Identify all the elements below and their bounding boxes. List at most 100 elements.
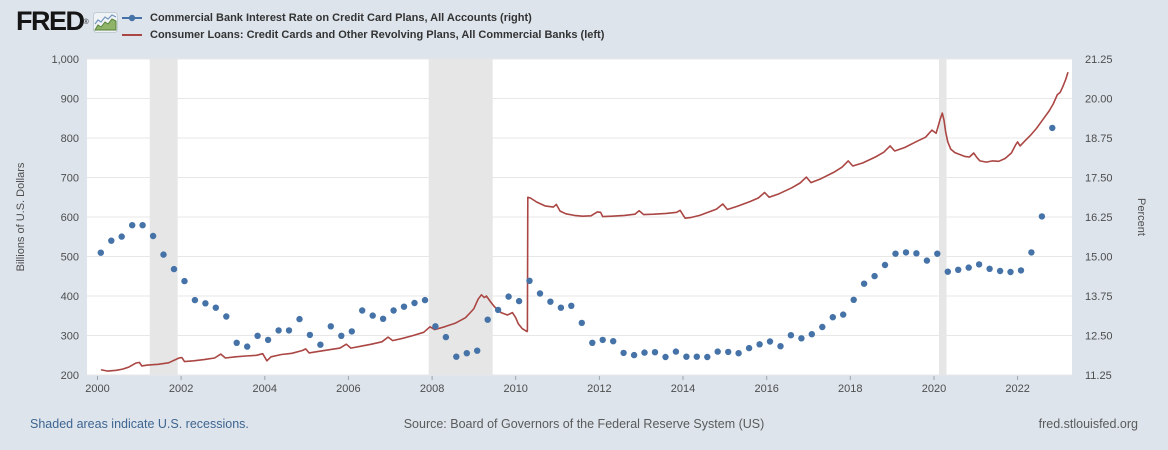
interest-rate-dot xyxy=(411,299,418,307)
x-axis-tick-label: 2002 xyxy=(169,383,193,395)
interest-rate-dot xyxy=(829,314,836,321)
interest-rate-dot xyxy=(735,350,742,357)
interest-rate-dot xyxy=(871,272,878,280)
interest-rate-dot xyxy=(547,298,554,305)
right-axis-tick-labels: 11.25 12.50 13.75 15.00 16.25 17.50 18.75 20.00… xyxy=(1085,54,1113,382)
right-axis-tick-label: 15.00 xyxy=(1085,252,1113,264)
interest-rate-dot xyxy=(275,327,282,334)
interest-rate-dot xyxy=(296,315,303,323)
interest-rate-dot xyxy=(819,323,826,331)
legend-line-dot-icon xyxy=(122,14,142,21)
interest-rate-dot xyxy=(379,315,387,322)
right-axis-tick-label: 16.25 xyxy=(1085,212,1113,224)
interest-rate-dot xyxy=(129,222,136,229)
interest-rate-dot xyxy=(327,323,334,330)
interest-rate-dot xyxy=(202,300,209,307)
left-axis-tick-label: 700 xyxy=(61,173,79,185)
interest-rate-dot xyxy=(913,250,920,257)
x-axis-tick-label: 2000 xyxy=(85,383,109,395)
interest-rate-dot xyxy=(1049,124,1056,132)
recession-note-link[interactable]: Shaded areas indicate U.S. recessions. xyxy=(30,417,249,431)
legend-line-icon xyxy=(122,33,142,36)
interest-rate-dot xyxy=(683,353,690,360)
x-axis: 2000 2002 2004 2006 2008 2010 2012 2014 2016 2018… xyxy=(85,376,1030,395)
interest-rate-dot xyxy=(568,302,575,309)
interest-rate-dot xyxy=(1007,268,1014,276)
interest-rate-dot xyxy=(860,280,868,287)
interest-rate-dot xyxy=(505,293,512,300)
gridlines xyxy=(87,58,1072,376)
right-axis-tick-label: 20.00 xyxy=(1085,94,1113,106)
interest-rate-dot xyxy=(944,268,951,275)
interest-rate-dot xyxy=(421,296,429,304)
interest-rate-dot xyxy=(955,266,962,273)
interest-rate-dot xyxy=(1038,213,1046,220)
chart-footer: Source: Board of Governors of the Federa… xyxy=(0,414,1168,438)
x-axis-tick-label: 2022 xyxy=(1005,383,1029,395)
interest-rate-dot xyxy=(725,348,732,356)
fred-sparkline-icon xyxy=(92,12,118,33)
left-axis-tick-label: 900 xyxy=(61,94,79,106)
interest-rate-dot xyxy=(170,265,178,273)
x-axis-tick-label: 2010 xyxy=(503,383,527,395)
interest-rate-dot xyxy=(181,277,188,285)
interest-rate-dot xyxy=(881,261,889,269)
interest-rate-dot xyxy=(923,257,931,264)
left-axis-tick-labels: 200 300 400 500 600 700 800 900 1,000 xyxy=(51,54,79,382)
interest-rate-dot xyxy=(934,250,941,257)
interest-rate-dot xyxy=(777,343,784,350)
interest-rate-dot xyxy=(620,349,627,357)
interest-rate-dot xyxy=(453,353,460,360)
left-axis-tick-label: 200 xyxy=(61,370,79,382)
interest-rate-dot xyxy=(986,265,993,272)
x-axis-tick-label: 2014 xyxy=(671,383,695,395)
interest-rate-dot xyxy=(474,347,481,354)
interest-rate-dot xyxy=(359,307,366,314)
legend-label-interest-rate: Commercial Bank Interest Rate on Credit … xyxy=(150,11,532,24)
interest-rate-dot xyxy=(589,339,596,346)
fred-logo: FRED ® xyxy=(16,6,118,40)
fred-logo-registered-mark: ® xyxy=(83,19,89,26)
interest-rate-dot xyxy=(745,344,753,352)
interest-rate-dot xyxy=(432,323,439,330)
interest-rate-dot xyxy=(348,328,355,335)
left-axis-tick-label: 600 xyxy=(61,212,79,224)
x-axis-tick-label: 2020 xyxy=(922,383,946,395)
interest-rate-dots xyxy=(97,124,1056,361)
x-axis-tick-label: 2004 xyxy=(253,383,277,395)
interest-rate-dot xyxy=(1017,267,1025,274)
interest-rate-dot xyxy=(630,351,638,359)
interest-rate-dot xyxy=(97,249,105,256)
legend-item-interest-rate[interactable]: Commercial Bank Interest Rate on Credit … xyxy=(121,9,604,26)
legend-label-consumer-loans: Consumer Loans: Credit Cards and Other R… xyxy=(150,28,605,41)
interest-rate-dot xyxy=(850,296,857,303)
right-axis-title: Percent xyxy=(1135,198,1147,236)
interest-rate-dot xyxy=(651,349,659,356)
interest-rate-dot xyxy=(610,338,617,345)
interest-rate-dot xyxy=(662,353,669,361)
right-axis-tick-label: 13.75 xyxy=(1085,291,1113,303)
left-axis-tick-label: 500 xyxy=(61,252,79,264)
interest-rate-dot xyxy=(442,333,450,341)
interest-rate-dot xyxy=(1028,249,1035,256)
interest-rate-dot xyxy=(254,332,261,339)
right-axis-tick-label: 21.25 xyxy=(1085,54,1113,66)
interest-rate-dot xyxy=(317,341,324,348)
interest-rate-dot xyxy=(526,277,533,284)
interest-rate-dot xyxy=(149,232,157,240)
left-axis-tick-label: 1,000 xyxy=(51,54,79,66)
interest-rate-dot xyxy=(494,306,502,314)
interest-rate-dot xyxy=(975,261,983,268)
interest-rate-dot xyxy=(338,332,345,339)
interest-rate-dot xyxy=(264,336,272,344)
legend-item-consumer-loans[interactable]: Consumer Loans: Credit Cards and Other R… xyxy=(121,26,604,43)
interest-rate-dot xyxy=(704,353,711,361)
interest-rate-dot xyxy=(787,332,795,339)
interest-rate-dot xyxy=(306,331,314,339)
left-axis-tick-label: 800 xyxy=(61,133,79,145)
interest-rate-dot xyxy=(484,316,491,323)
source-text: Source: Board of Governors of the Federa… xyxy=(403,417,765,431)
interest-rate-dot xyxy=(515,297,523,305)
site-text: fred.stlouisfed.org xyxy=(1038,417,1138,431)
